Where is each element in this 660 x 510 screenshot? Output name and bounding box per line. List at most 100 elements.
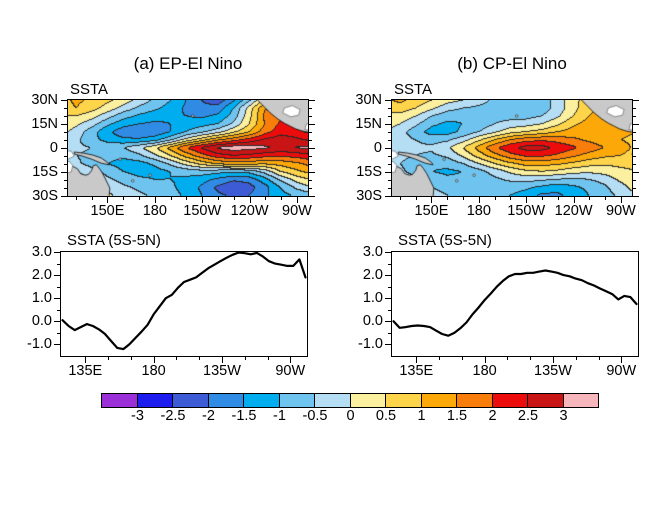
map-lat-minor-tick bbox=[64, 188, 67, 189]
map-lat-major-tick-right bbox=[309, 148, 315, 149]
map-lat-major-tick bbox=[385, 100, 391, 101]
line-y-major-tick bbox=[54, 344, 60, 346]
line-y-minor-tick bbox=[57, 332, 60, 334]
map-lat-major-tick-right bbox=[633, 100, 639, 101]
line-x-minor-tick bbox=[530, 357, 532, 360]
colorbar-cell bbox=[457, 394, 493, 407]
map-lat-minor-tick-right bbox=[633, 132, 636, 133]
line-y-minor-tick bbox=[57, 286, 60, 288]
line-y-tick-label: 3.0 bbox=[362, 244, 383, 260]
map-lat-minor-tick-right bbox=[633, 156, 636, 157]
colorbar-label: -1.5 bbox=[231, 408, 257, 424]
map-lon-minor-tick bbox=[233, 197, 235, 200]
line-y-tick-label: 0.0 bbox=[31, 313, 52, 330]
map-lat-major-tick bbox=[385, 148, 391, 149]
map-lat-major-tick-right bbox=[633, 196, 639, 197]
line-y-major-tick bbox=[54, 252, 60, 253]
colorbar-label: -1 bbox=[273, 408, 286, 424]
ssta-curve bbox=[61, 252, 307, 351]
map-lat-tick-label: 15N bbox=[355, 116, 382, 132]
colorbar-cell bbox=[563, 394, 598, 407]
map-lat-minor-tick bbox=[64, 180, 67, 181]
map-lon-minor-tick bbox=[75, 197, 77, 200]
line-y-tick-label: 0.0 bbox=[362, 313, 383, 330]
map-lon-minor-tick bbox=[494, 197, 496, 200]
map-lon-minor-tick bbox=[265, 197, 267, 200]
map-lon-minor-tick bbox=[139, 197, 141, 200]
line-x-tick-label: 135W bbox=[203, 363, 241, 379]
line-b-ssta-profile bbox=[391, 251, 639, 357]
map-lat-minor-tick-right bbox=[309, 156, 312, 157]
map-lon-tick-label: 150E bbox=[90, 203, 125, 219]
colorbar-label: -2 bbox=[202, 408, 215, 424]
map-lat-major-tick-right bbox=[309, 124, 315, 125]
map-lat-minor-tick bbox=[64, 116, 67, 117]
line-y-major-tick bbox=[54, 298, 60, 300]
map-lat-minor-tick bbox=[64, 156, 67, 157]
map-lon-major-tick bbox=[573, 197, 575, 203]
line-y-tick-label: -1.0 bbox=[27, 336, 52, 353]
map-lat-minor-tick-right bbox=[633, 140, 636, 141]
line-y-major-tick bbox=[385, 321, 391, 323]
line-y-major-tick bbox=[54, 321, 60, 323]
line-y-minor-tick bbox=[388, 309, 391, 311]
line-x-minor-tick bbox=[130, 357, 132, 360]
panel-b-map-label: SSTA bbox=[394, 81, 433, 98]
map-lat-minor-tick bbox=[388, 156, 391, 157]
line-y-minor-tick bbox=[57, 309, 60, 311]
colorbar-label: -0.5 bbox=[302, 408, 328, 424]
map-lat-major-tick bbox=[61, 172, 67, 173]
map-lon-minor-tick bbox=[170, 197, 172, 200]
map-lat-tick-label: 15S bbox=[32, 164, 58, 180]
map-lat-major-tick bbox=[61, 148, 67, 149]
map-lat-minor-tick-right bbox=[633, 116, 636, 117]
map-lat-minor-tick bbox=[388, 132, 391, 133]
map-lon-tick-label: 180 bbox=[142, 203, 167, 219]
map-lon-minor-tick bbox=[557, 197, 559, 200]
map-lat-major-tick bbox=[385, 196, 391, 197]
colorbar-cell bbox=[492, 394, 528, 407]
map-lat-minor-tick bbox=[388, 116, 391, 117]
map-lat-major-tick-right bbox=[633, 124, 639, 125]
colorbar-cell bbox=[244, 394, 280, 407]
map-lat-tick-label: 30S bbox=[32, 188, 58, 204]
map-lat-major-tick bbox=[385, 172, 391, 173]
map-lon-tick-label: 180 bbox=[466, 203, 491, 219]
map-lon-tick-label: 120W bbox=[230, 203, 269, 219]
line-a-ssta-profile bbox=[60, 251, 308, 357]
line-y-minor-tick bbox=[388, 332, 391, 334]
map-lat-major-tick-right bbox=[309, 100, 315, 101]
map-lon-major-tick bbox=[478, 197, 480, 203]
map-b-ssta-heatmap bbox=[391, 99, 633, 197]
line-y-tick-label: 3.0 bbox=[31, 244, 52, 260]
map-lon-tick-label: 150E bbox=[414, 203, 449, 219]
panel-a-map-label: SSTA bbox=[70, 81, 109, 98]
line-x-tick-label: 135E bbox=[68, 363, 103, 379]
line-y-major-tick bbox=[385, 344, 391, 346]
line-x-tick-label: 180 bbox=[472, 363, 497, 379]
line-x-tick-label: 135E bbox=[399, 363, 434, 379]
line-y-minor-tick bbox=[57, 263, 60, 265]
map-lon-tick-label: 90W bbox=[282, 203, 312, 219]
map-lon-tick-label: 90W bbox=[606, 203, 636, 219]
map-lat-major-tick-right bbox=[309, 196, 315, 197]
map-lat-minor-tick-right bbox=[309, 164, 312, 165]
map-lat-major-tick bbox=[61, 196, 67, 197]
line-y-tick-label: 2.0 bbox=[362, 267, 383, 284]
map-lat-tick-label: 30N bbox=[355, 92, 382, 108]
map-lat-minor-tick-right bbox=[309, 140, 312, 141]
colorbar-label: 3 bbox=[559, 408, 568, 424]
map-lat-minor-tick-right bbox=[309, 188, 312, 189]
map-lat-minor-tick-right bbox=[633, 188, 636, 189]
map-lat-minor-tick bbox=[388, 140, 391, 141]
map-lat-minor-tick bbox=[64, 164, 67, 165]
panel-a-title: (a) EP-El Nino bbox=[133, 54, 243, 73]
map-lat-major-tick bbox=[61, 124, 67, 125]
map-lat-minor-tick bbox=[64, 140, 67, 141]
map-lat-minor-tick bbox=[64, 108, 67, 109]
map-lon-minor-tick bbox=[91, 197, 93, 200]
map-lat-major-tick bbox=[385, 124, 391, 125]
map-lon-minor-tick bbox=[415, 197, 417, 200]
colorbar-label: 2 bbox=[488, 408, 497, 424]
